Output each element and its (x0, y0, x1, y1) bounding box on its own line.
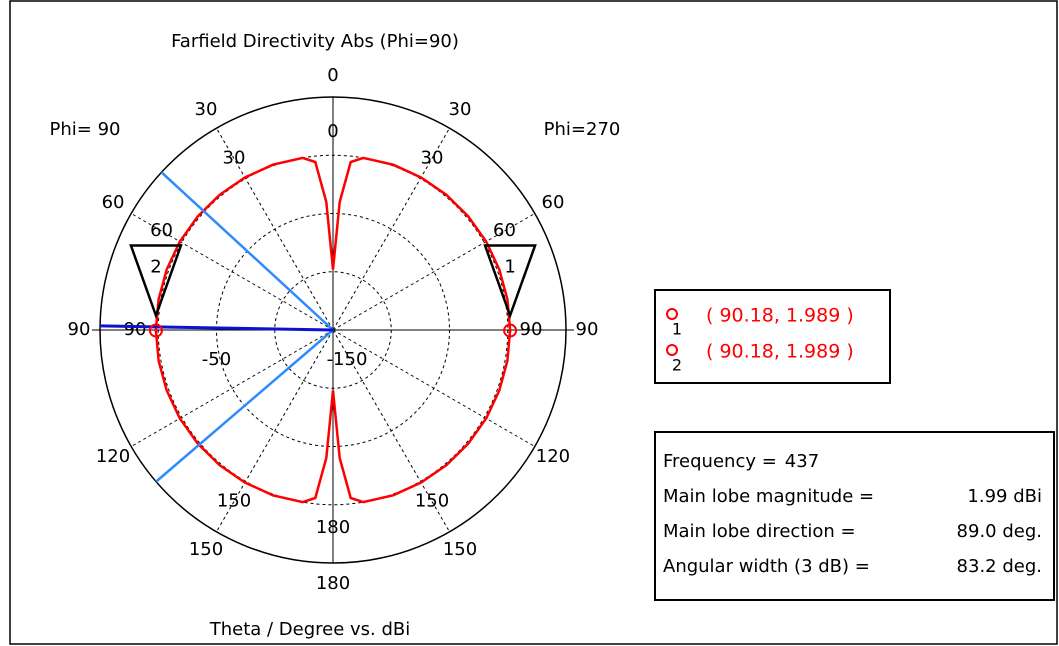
grid-spoke (216, 329, 334, 533)
grid-spoke (332, 329, 450, 533)
frame (9, 0, 1058, 645)
info-label: Frequency = (663, 451, 777, 472)
theta-tick-label: 30 (449, 99, 472, 120)
legend-marker (666, 344, 678, 356)
theta-tick-label: 30 (421, 148, 444, 169)
marker-flag (129, 244, 183, 320)
chart-title: Farfield Directivity Abs (Phi=90) (171, 31, 459, 52)
theta-tick-label: 180 (316, 573, 350, 594)
marker-dot (508, 329, 512, 333)
theta-tick-label: 150 (443, 539, 477, 560)
theta-tick-label: 30 (223, 148, 246, 169)
theta-tick-label: 90 (124, 319, 147, 340)
grid-spoke (216, 127, 334, 331)
theta-tick-label: 90 (68, 319, 91, 340)
theta-tick-label: 0 (327, 65, 338, 86)
info-value: 437 (785, 451, 819, 472)
marker (148, 323, 163, 338)
theta-tick-label: 60 (102, 192, 125, 213)
marker-flag (483, 244, 537, 320)
main-lobe-line (100, 324, 334, 332)
info-box (654, 431, 1055, 601)
theta-tick-label: 150 (217, 490, 251, 511)
marker-dot (154, 329, 158, 333)
r-tick-label: -150 (327, 349, 368, 370)
legend-entry: ( 90.18, 1.989 ) (706, 305, 854, 327)
legend-entry: ( 90.18, 1.989 ) (706, 341, 854, 363)
theta-tick-label: 60 (542, 192, 565, 213)
theta-tick-label: 0 (327, 121, 338, 142)
left-series-label: Phi= 90 (50, 119, 121, 140)
theta-tick-label: 150 (415, 490, 449, 511)
grid-spoke (332, 329, 536, 447)
theta-tick-label: 180 (316, 517, 350, 538)
theta-tick-label: 90 (576, 319, 599, 340)
marker (503, 323, 518, 338)
info-value: 83.2 deg. (957, 556, 1042, 577)
grid-spoke (130, 213, 334, 331)
theta-tick-label: 150 (189, 539, 223, 560)
beamwidth-line (155, 329, 334, 483)
info-label: Angular width (3 dB) = (663, 556, 870, 577)
grid-spoke (332, 127, 450, 331)
theta-tick-label: 60 (493, 220, 516, 241)
theta-tick-label: 120 (96, 446, 130, 467)
legend-marker-label: 1 (672, 320, 682, 339)
theta-tick-label: 90 (520, 319, 543, 340)
marker-flag-label: 2 (150, 257, 161, 278)
legend-marker (666, 308, 678, 320)
marker-flag-label: 1 (504, 257, 515, 278)
info-value: 1.99 dBi (967, 486, 1042, 507)
theta-tick-label: 30 (195, 99, 218, 120)
grid-spoke (130, 329, 334, 447)
beamwidth-line (160, 171, 334, 331)
legend-marker-label: 2 (672, 356, 682, 375)
right-series-label: Phi=270 (544, 119, 621, 140)
info-label: Main lobe direction = (663, 521, 856, 542)
r-tick-label: -50 (202, 349, 231, 370)
info-value: 89.0 deg. (957, 521, 1042, 542)
info-label: Main lobe magnitude = (663, 486, 874, 507)
theta-tick-label: 60 (150, 220, 173, 241)
marker-box (654, 289, 891, 384)
grid-spoke (332, 213, 536, 331)
theta-tick-label: 120 (536, 446, 570, 467)
x-axis-label: Theta / Degree vs. dBi (209, 619, 411, 640)
